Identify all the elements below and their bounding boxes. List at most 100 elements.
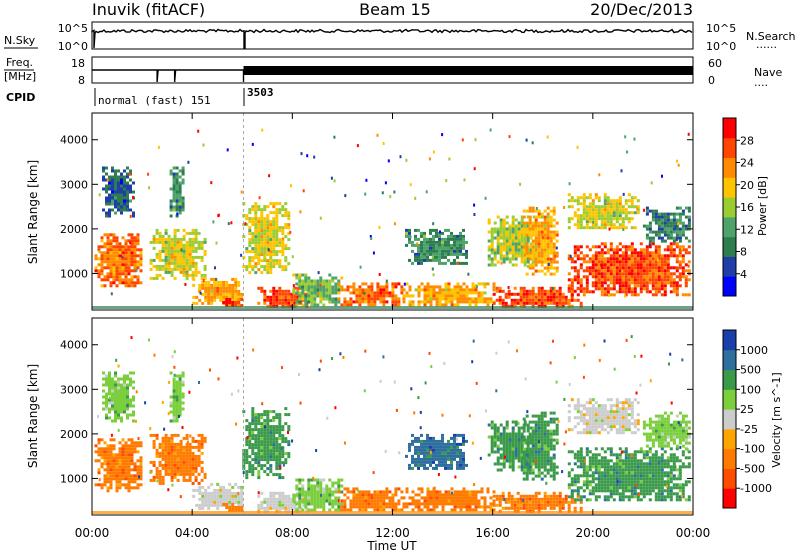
heat-cell: [155, 237, 159, 241]
heat-cell: [126, 398, 129, 402]
heat-cell: [185, 240, 189, 244]
heat-cell: [260, 223, 264, 227]
heat-cell: [438, 237, 441, 241]
heat-cell: [582, 287, 586, 291]
heat-cell: [133, 468, 137, 472]
heat-cell: [97, 257, 101, 261]
heat-cell: [158, 460, 162, 464]
nsearch-tick-top: 10^5: [706, 22, 736, 35]
heat-cell: [612, 251, 616, 255]
heat-cell: [266, 235, 270, 239]
heat-cell: [325, 282, 329, 286]
heat-cell: [292, 284, 295, 288]
heat-cell: [278, 506, 282, 510]
heat-cell: [490, 242, 494, 246]
heat-cell: [248, 250, 252, 254]
heat-cell: [657, 275, 661, 279]
heat-cell: [167, 252, 171, 256]
heat-cell: [495, 286, 499, 290]
heat-cell: [257, 422, 261, 426]
heat-cell: [417, 448, 420, 452]
heat-cell: [420, 240, 423, 244]
heat-cell: [328, 508, 332, 512]
heat-cell: [531, 242, 535, 246]
heat-cell: [185, 267, 189, 271]
heat-cell: [678, 221, 682, 225]
heat-cell: [609, 260, 613, 264]
heat-cell: [456, 493, 460, 497]
heat-cell: [549, 295, 553, 299]
heat-cell: [152, 439, 156, 443]
heat-cell: [222, 295, 226, 299]
heat-cell: [400, 496, 404, 500]
heat-cell: [181, 208, 185, 212]
heat-cell: [567, 257, 571, 261]
heat-cell: [645, 269, 649, 273]
heat-cell: [576, 254, 580, 258]
heat-cell: [645, 284, 649, 288]
heat-cell: [490, 438, 494, 442]
heat-cell: [510, 292, 514, 296]
heat-cell: [275, 464, 279, 468]
power-colorbar-tick-label: 28: [740, 134, 754, 147]
heat-cell: [194, 255, 198, 259]
heat-cell: [106, 239, 110, 243]
heat-cell: [597, 260, 601, 264]
heat-cell: [275, 446, 279, 450]
heat-cell: [164, 246, 168, 250]
heat-cell: [672, 251, 676, 255]
heat-cell: [499, 251, 503, 255]
heat-cell: [260, 452, 264, 456]
heat-cell: [501, 298, 505, 302]
heat-cell: [257, 449, 261, 453]
heat-cell: [381, 191, 384, 195]
heat-cell: [660, 254, 664, 258]
heat-cell: [272, 440, 276, 444]
heat-cell: [313, 300, 317, 304]
heat-cell: [597, 196, 601, 200]
heat-cell: [200, 451, 204, 455]
heat-cell: [621, 260, 625, 264]
heat-cell: [169, 208, 173, 212]
heat-cell: [240, 190, 243, 194]
heat-cell: [507, 289, 511, 293]
heat-cell: [514, 263, 518, 267]
heat-cell: [225, 301, 229, 304]
heat-cell: [447, 499, 451, 503]
heat-cell: [603, 226, 607, 230]
heat-cell: [462, 442, 465, 446]
heat-cell: [260, 458, 264, 462]
heat-cell: [645, 212, 649, 216]
heat-cell: [115, 272, 119, 276]
heat-cell: [272, 286, 276, 290]
heat-cell: [400, 285, 404, 289]
heat-cell: [310, 490, 314, 494]
heat-cell: [492, 301, 496, 305]
heat-cell: [120, 172, 123, 176]
heat-cell: [266, 223, 270, 227]
heat-cell: [275, 244, 279, 248]
heat-cell: [319, 300, 323, 304]
heat-cell: [468, 502, 472, 506]
heat-cell: [126, 175, 129, 179]
heat-cell: [254, 416, 258, 420]
heat-cell: [191, 273, 195, 277]
heat-cell: [260, 241, 264, 245]
heat-cell: [272, 428, 276, 432]
heat-cell: [525, 138, 528, 142]
heat-cell: [579, 223, 583, 227]
heat-cell: [301, 478, 305, 482]
heat-cell: [245, 428, 249, 432]
heat-cell: [181, 202, 185, 206]
heat-cell: [456, 445, 459, 449]
heat-cell: [444, 490, 448, 494]
heat-cell: [508, 435, 512, 439]
heat-cell: [245, 214, 249, 218]
heat-cell: [511, 444, 515, 448]
heat-cell: [257, 205, 261, 209]
heat-cell: [200, 445, 204, 449]
heat-cell: [130, 254, 134, 258]
heat-cell: [260, 446, 264, 450]
heat-cell: [117, 184, 120, 188]
heat-cell: [103, 233, 107, 237]
